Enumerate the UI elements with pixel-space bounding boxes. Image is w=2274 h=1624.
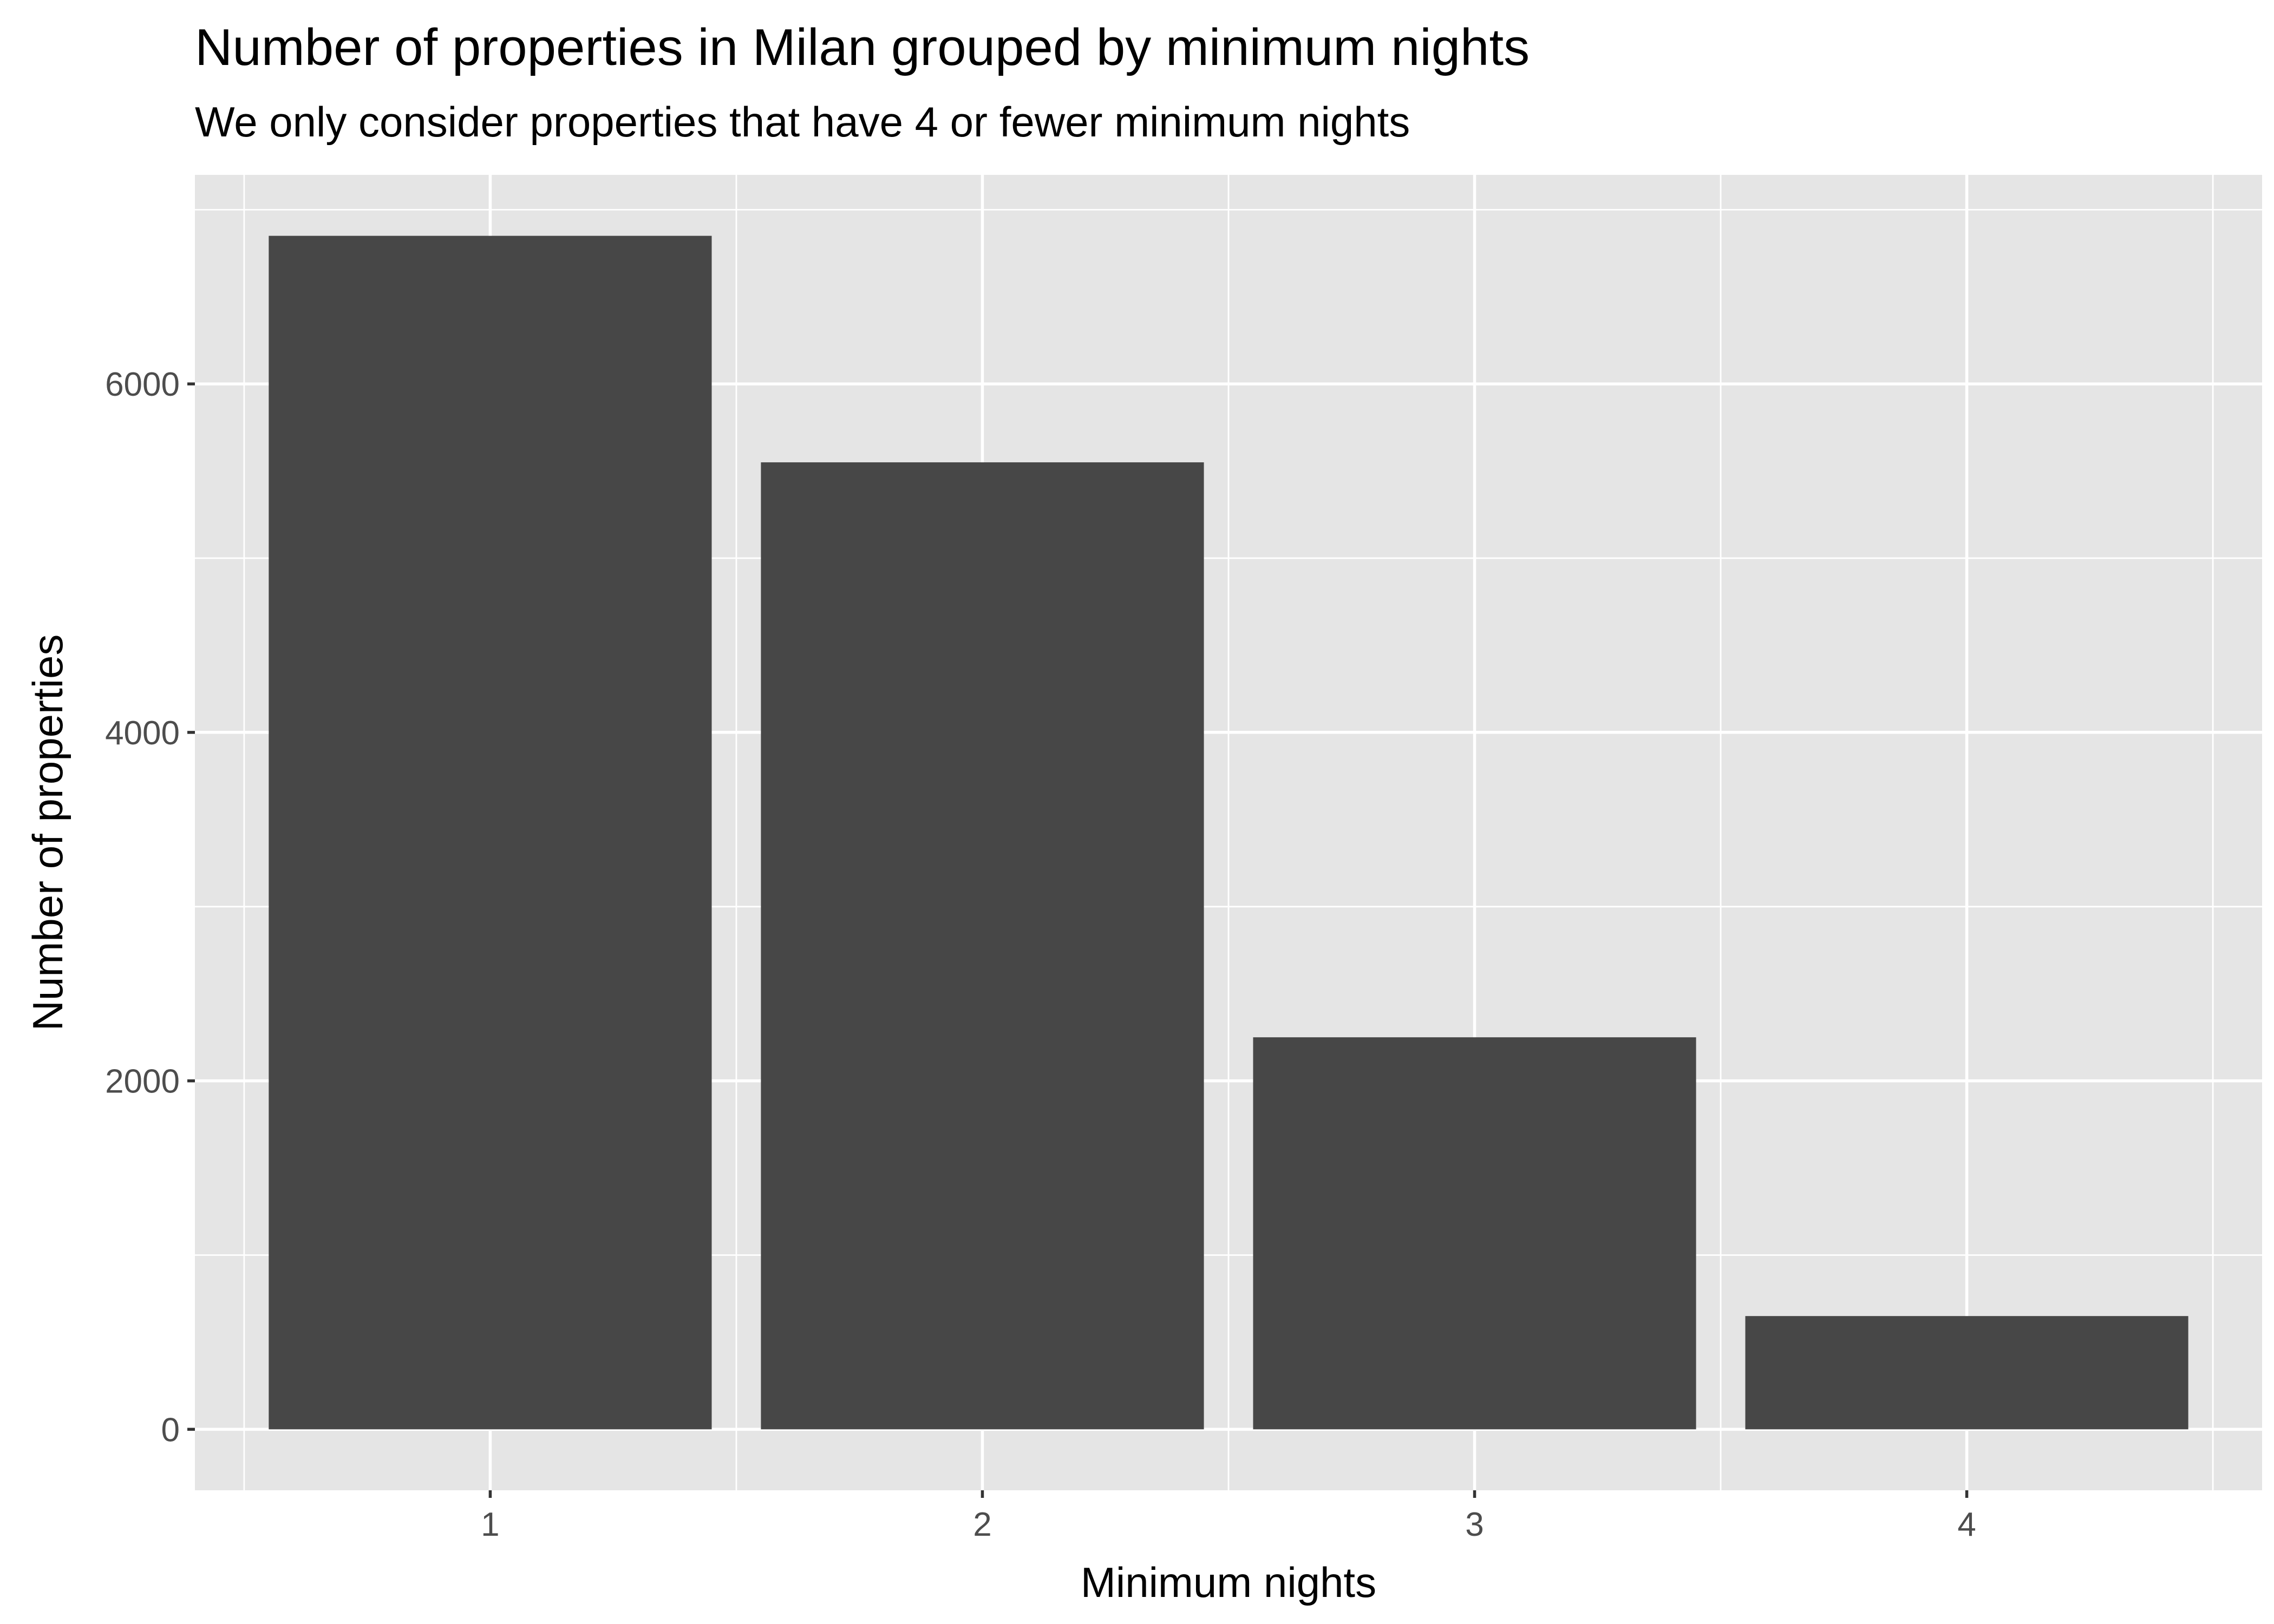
bar-3 bbox=[1253, 1037, 1696, 1430]
y-tick-label: 4000 bbox=[105, 715, 180, 752]
chart-subtitle: We only consider properties that have 4 … bbox=[195, 98, 1410, 146]
x-tick-label: 1 bbox=[481, 1506, 499, 1543]
x-tick-label: 3 bbox=[1465, 1506, 1484, 1543]
y-tick-label: 0 bbox=[161, 1411, 180, 1449]
bars bbox=[269, 235, 2188, 1430]
y-axis: 0 2000 4000 6000 bbox=[105, 366, 195, 1449]
x-tick-label: 2 bbox=[973, 1506, 991, 1543]
y-axis-title: Number of properties bbox=[24, 634, 71, 1031]
bar-1 bbox=[269, 235, 712, 1430]
bar-4 bbox=[1745, 1316, 2188, 1430]
chart-title: Number of properties in Milan grouped by… bbox=[195, 18, 1530, 76]
y-tick-label: 2000 bbox=[105, 1063, 180, 1101]
y-tick-label: 6000 bbox=[105, 366, 180, 403]
x-axis: 1 2 3 4 bbox=[481, 1490, 1976, 1543]
bar-2 bbox=[761, 462, 1204, 1430]
x-tick-label: 4 bbox=[1957, 1506, 1976, 1543]
x-axis-title: Minimum nights bbox=[1081, 1558, 1376, 1606]
